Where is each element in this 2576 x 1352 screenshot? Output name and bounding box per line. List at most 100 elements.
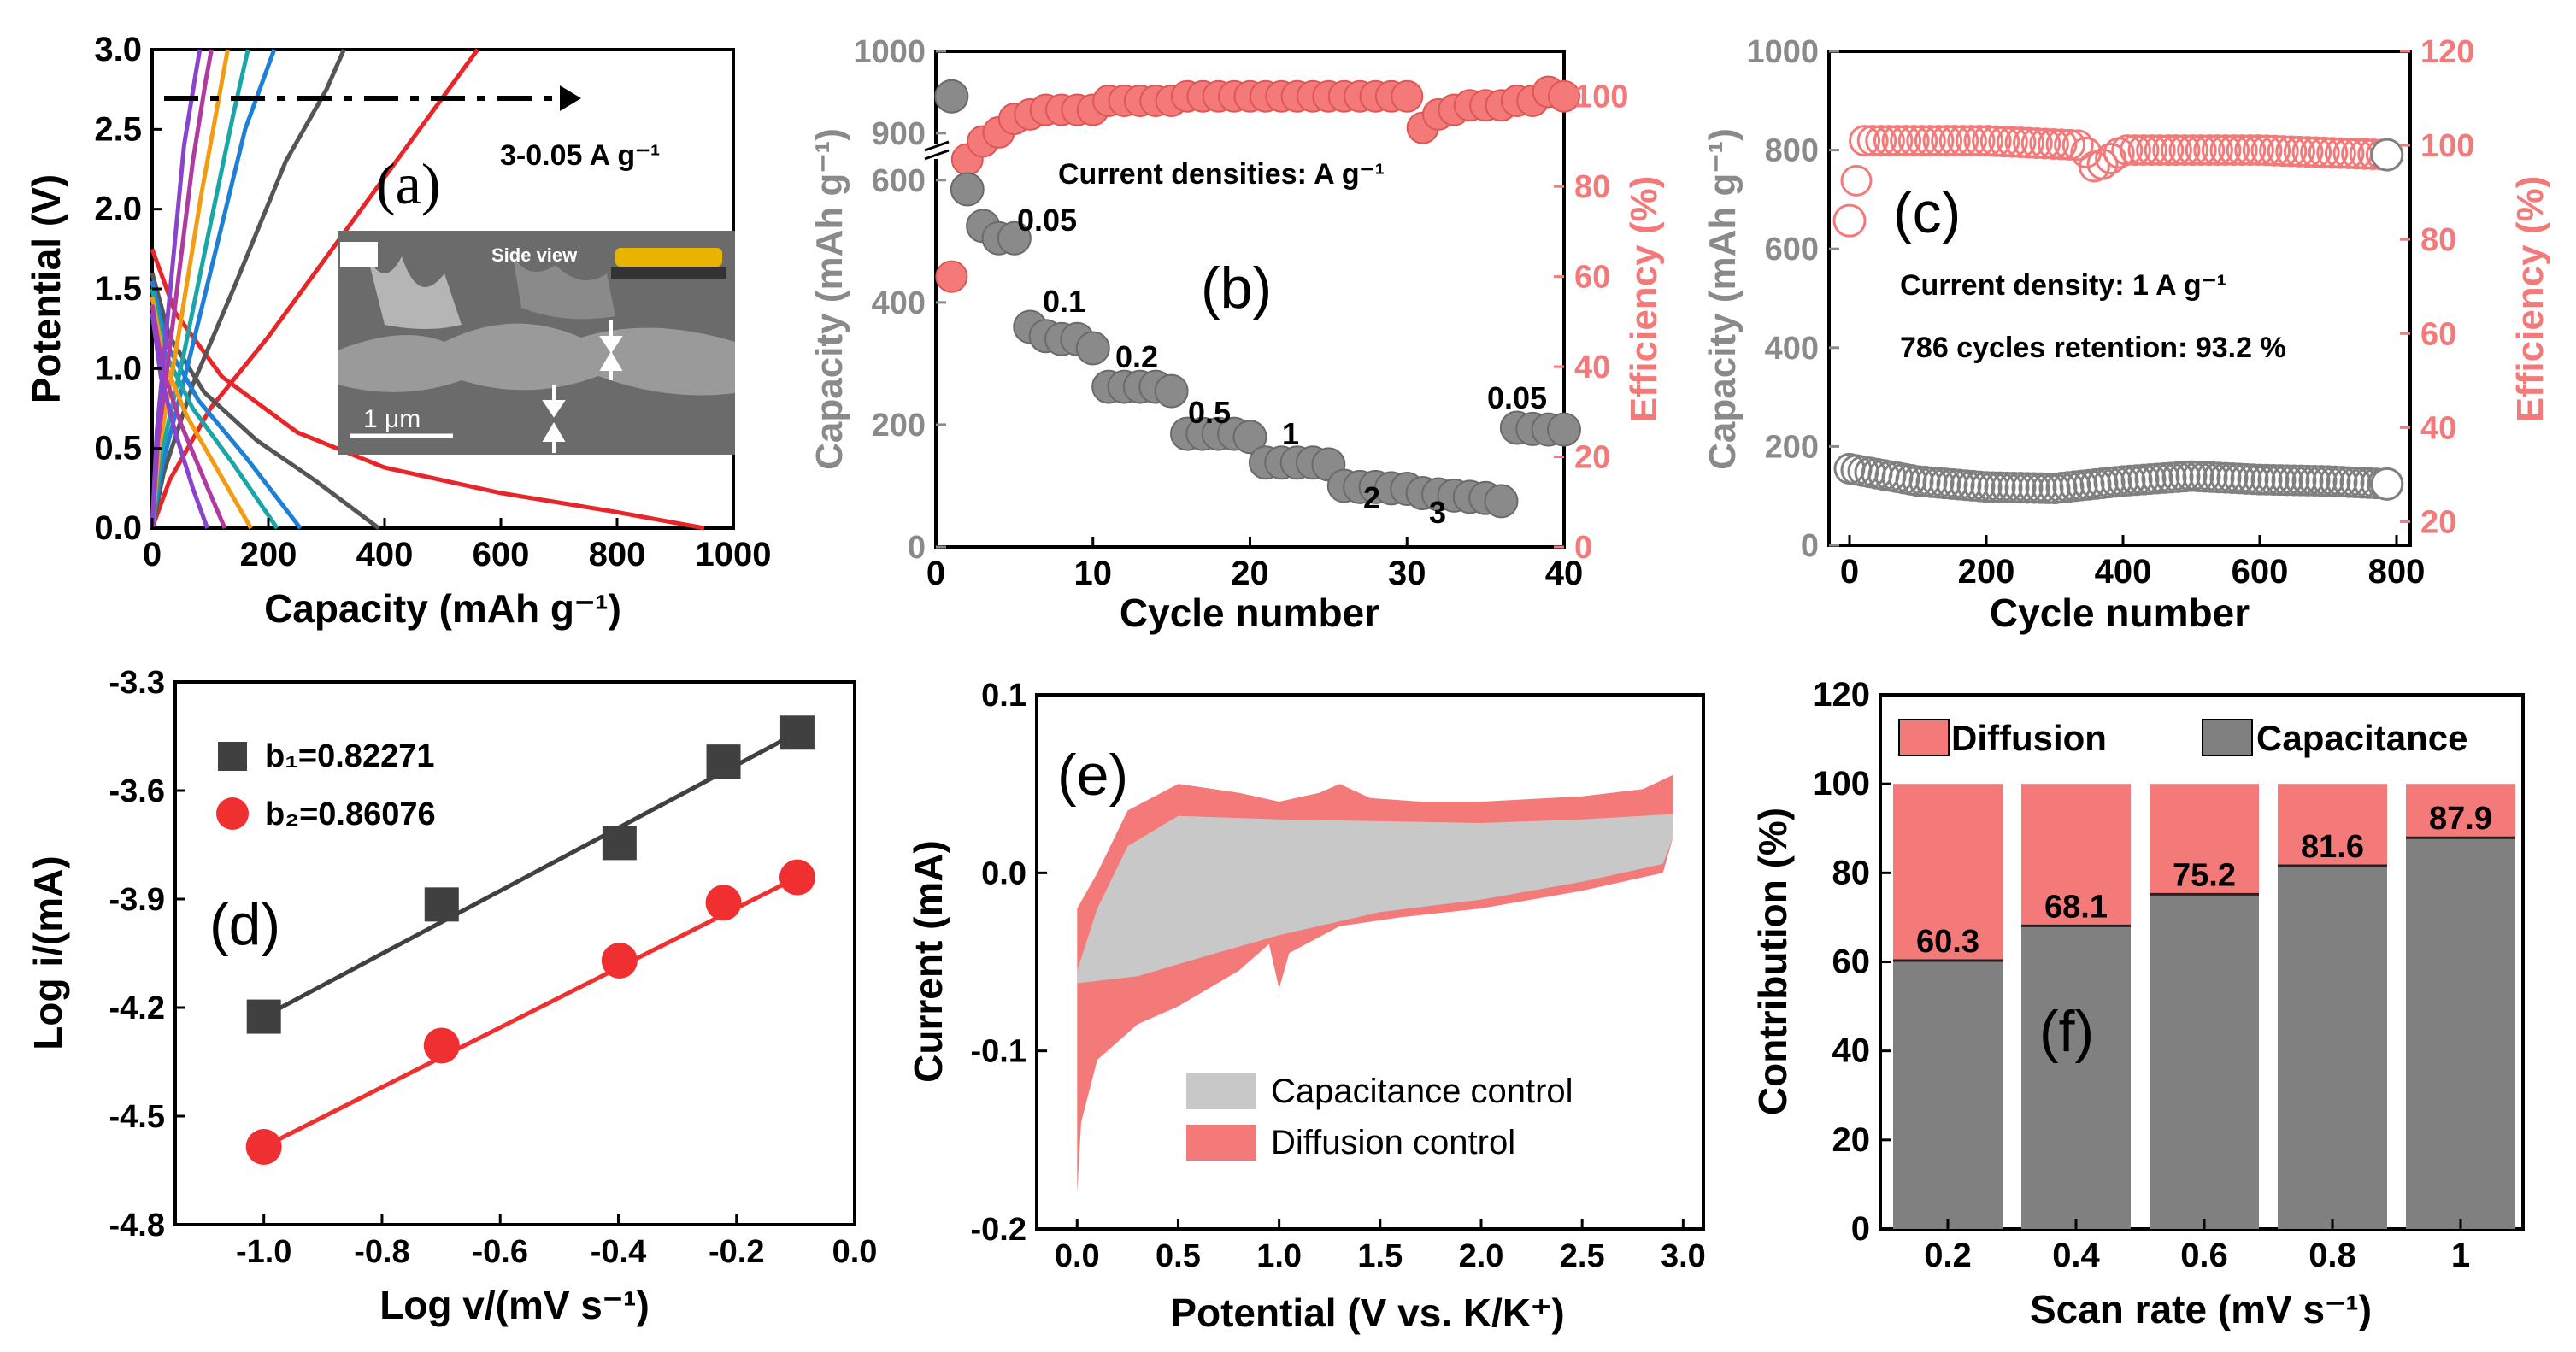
panel-e-xlabel: Potential (V vs. K/K⁺)	[1170, 1290, 1564, 1335]
efficiency-point	[2308, 136, 2340, 168]
panel-a-ytick-label: 2.5	[94, 110, 142, 148]
capacity-point	[1970, 471, 2003, 503]
legend-b1-label: b₁=0.82271	[265, 738, 434, 774]
efficiency-point	[2152, 134, 2185, 167]
panel-f-ticks: 0 20 40 60 80 100 120	[1813, 676, 1891, 1248]
panel-f-xtick-label: 0.8	[2308, 1237, 2356, 1274]
panel-a-xtick-label: 200	[240, 536, 297, 573]
panel-b-xtick-label: 0	[926, 555, 945, 592]
panel-c-left-ytick-label: 0	[1801, 528, 1819, 564]
panel-a-ylabel: Potential (V)	[24, 174, 68, 403]
panel-c-left-ytick-label: 200	[1765, 429, 1819, 465]
sem-texture-2	[368, 256, 462, 329]
capacity-point	[2291, 464, 2324, 497]
legend-diffusion-label: Diffusion control	[1271, 1124, 1515, 1161]
side-view-icon	[615, 248, 722, 267]
efficiency-point	[2136, 134, 2168, 167]
panel-d-frame	[173, 680, 856, 1226]
capacity-point	[2018, 472, 2050, 504]
panel-e-xtick-label: 3.0	[1661, 1238, 1706, 1274]
rate-label: 0.05	[1487, 380, 1547, 415]
panel-f-xtick-label: 0.4	[2052, 1237, 2100, 1274]
capacity-point	[2244, 463, 2276, 496]
panel-e-xtick-label: 2.0	[1459, 1238, 1504, 1274]
panel-a-curves	[150, 48, 705, 531]
panel-c-right-ytick-label: 40	[2420, 410, 2456, 446]
efficiency-point	[2300, 136, 2332, 168]
efficiency-point	[2291, 136, 2324, 168]
capacity-point	[2004, 472, 2037, 504]
capacitance-bar	[2406, 838, 2515, 1229]
rate-label: 0.2	[1115, 339, 1158, 374]
b2-point	[705, 885, 742, 921]
panel-a-xtick-label: 400	[356, 536, 414, 573]
efficiency-point	[2127, 134, 2160, 167]
efficiency-point	[2259, 134, 2291, 167]
panel-d-ylabel: Log i/(mA)	[26, 855, 70, 1049]
legend-capacitance-label: Capacitance control	[1271, 1073, 1573, 1110]
panel-a-xtick-label: 800	[589, 536, 646, 573]
panel-e-ylabel: Current (mA)	[906, 840, 950, 1083]
panel-f-ytick-label: 100	[1813, 765, 1870, 802]
b1-point	[779, 715, 815, 750]
efficiency-point	[1963, 125, 1996, 157]
panel-b-right-ytick-label: 0	[1574, 530, 1592, 566]
efficiency-point	[1938, 125, 1971, 157]
panel-a-ytick-label: 2.0	[94, 191, 142, 228]
efficiency-point	[2160, 134, 2192, 167]
panel-e-xtick-label: 1.0	[1256, 1238, 1302, 1274]
efficiency-point	[935, 260, 968, 293]
efficiency-point	[2201, 134, 2233, 167]
capacity-point	[1991, 471, 2023, 503]
efficiency-point	[2250, 134, 2283, 167]
capacitance-bar	[1893, 960, 2003, 1229]
efficiency-point	[1979, 125, 2012, 157]
panel-e-ytick-label: 0.1	[981, 678, 1026, 714]
legend-diffusion-swatch	[1186, 1125, 1256, 1161]
panel-b-left-ytick-label: 600	[872, 163, 926, 199]
panel-d-ytick-label: -4.8	[109, 1208, 165, 1243]
efficiency-point	[1955, 125, 1987, 157]
fit-line-1	[262, 731, 799, 1019]
capacity-point	[1154, 373, 1189, 409]
capacity-point	[934, 79, 969, 114]
panel-f-ylabel: Contribution (%)	[1750, 808, 1795, 1115]
efficiency-point	[1906, 125, 1938, 157]
capacitance-bar	[2150, 894, 2259, 1229]
panel-a-ytick-label: 0.5	[94, 430, 142, 467]
capacity-point	[2285, 464, 2317, 497]
efficiency-point	[2275, 135, 2308, 168]
efficiency-point	[1840, 164, 1873, 197]
panel-c: 0 200 400 600 800 0 200 400 600 800 1000 20 40 60 80 10…	[1702, 34, 2551, 635]
panel-f-label: (f)	[2039, 999, 2094, 1064]
capacity-point	[2032, 472, 2064, 504]
rate-annotation: 3-0.05 A g⁻¹	[500, 139, 660, 172]
panel-e: 0.0 0.5 1.0 1.5 2.0 2.5 3.0-0.2-0.10.00.1 (e) …	[906, 678, 1706, 1335]
panel-d-ticks: -1.0 -0.8 -0.6 -0.4 -0.2 0.0 -4.8 -4.5 -4.2 -3.9 -…	[109, 665, 878, 1270]
efficiency-point	[2316, 137, 2349, 169]
efficiency-point	[1897, 125, 1930, 157]
panel-c-left-ytick-label: 1000	[1746, 34, 1819, 70]
efficiency-point	[2144, 134, 2176, 167]
capacitance-bar	[2278, 866, 2387, 1229]
panel-c-left-ytick-label: 400	[1765, 331, 1819, 367]
legend-b2-marker	[216, 797, 249, 830]
panel-d: -1.0 -0.8 -0.6 -0.4 -0.2 0.0 -4.8 -4.5 -4.2 -3.9 -…	[26, 665, 877, 1327]
panel-b-left-ytick-label: 400	[872, 285, 926, 321]
panel-c-right-ytick-label: 20	[2420, 504, 2456, 540]
efficiency-point	[1849, 125, 1881, 157]
panel-d-xtick-label: -0.8	[354, 1234, 409, 1270]
panel-d-xtick-label: -0.2	[709, 1234, 764, 1270]
capacity-point	[1547, 412, 1581, 447]
panel-c-right-ytick-label: 60	[2420, 316, 2456, 352]
axis-break-mark	[924, 140, 950, 152]
panel-a-ytick-label: 1.0	[94, 350, 142, 387]
capacity-point	[1484, 484, 1519, 519]
panel-e-xtick-label: 2.5	[1560, 1238, 1605, 1274]
sem-inset: Side view 1 μm	[338, 231, 735, 455]
rate-arrow-head	[560, 85, 581, 111]
legend-diffusion-bar-swatch	[1898, 719, 1950, 756]
panel-b-left-ytick-label: 0	[908, 530, 926, 566]
panel-e-ticks: 0.0 0.5 1.0 1.5 2.0 2.5 3.0 -0.2 -0.1 0.0 0.1	[971, 678, 1706, 1274]
panel-f-xtick-label: 0.2	[1924, 1237, 1972, 1274]
